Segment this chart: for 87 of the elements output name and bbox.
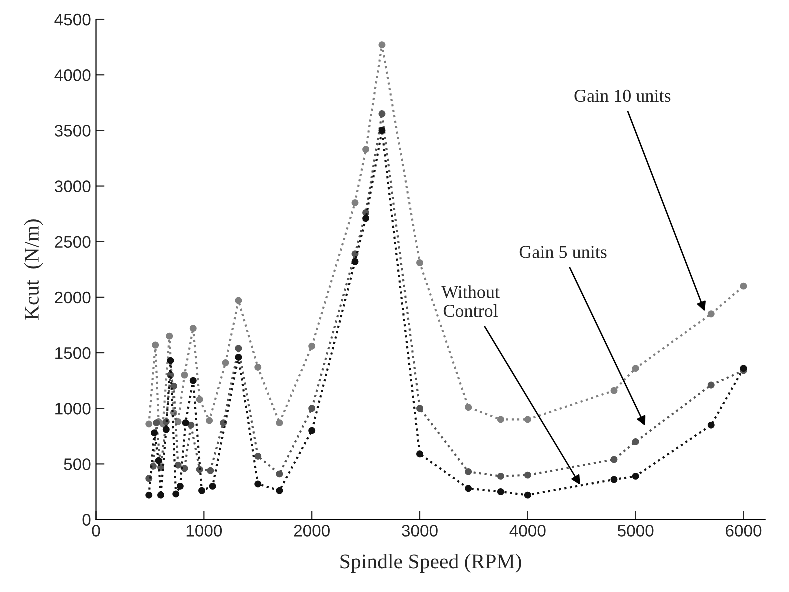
annotation: Gain 5 units [520,246,607,258]
point [610,456,618,464]
point [362,215,370,222]
x-tick-label: 3000 [402,525,438,537]
x-tick-label: 5000 [618,525,654,537]
point [170,382,178,390]
point [632,438,640,446]
point [162,426,170,434]
point [188,422,195,429]
point [254,364,262,371]
point [172,490,180,498]
point [416,450,424,458]
point [254,452,262,460]
point [174,462,182,469]
point [610,387,618,394]
point [146,492,153,499]
point [352,199,359,206]
point [146,420,153,428]
point [465,485,472,492]
point [465,404,472,411]
point [308,405,316,412]
point [524,472,532,479]
y-tick-label: 500 [64,458,91,470]
point [416,405,424,412]
point [497,472,504,480]
annotation: Without Control [442,286,500,318]
point [708,382,715,389]
point [235,345,242,352]
y-tick-label: 4000 [54,70,91,82]
point [235,354,242,361]
point [308,342,316,350]
point [222,360,230,367]
point [465,468,472,476]
y-tick-label: 2000 [55,292,91,304]
x-axis-title: Spindle Speed (RPM) [340,554,522,573]
point [524,492,532,499]
point [190,377,197,384]
point [497,488,504,496]
y-tick-label: 0 [82,514,91,526]
point [740,282,748,290]
point [166,332,174,340]
point [497,416,504,424]
x-tick-label: 0 [92,525,100,537]
point [209,482,216,490]
point [158,492,164,499]
y-tick-label: 1000 [56,403,91,415]
point [198,487,206,494]
point [378,127,386,134]
y-tick-label: 1500 [56,347,91,360]
point [196,396,204,404]
point [610,476,618,484]
point [182,420,190,427]
x-tick-label: 6000 [726,525,762,537]
point [155,457,162,464]
x-tick-label: 2000 [294,525,330,537]
y-tick-label: 3000 [54,180,91,192]
y-tick-label: 3500 [54,125,91,137]
point [190,325,197,332]
point [308,427,316,434]
x-tick-label: 4000 [510,525,546,537]
point [416,260,424,266]
point [632,365,640,372]
y-tick-label: 4500 [54,14,91,26]
point [362,146,370,154]
point [235,297,242,304]
point [181,372,188,379]
point [378,110,386,118]
point [524,416,532,424]
point [207,467,214,474]
point [151,430,158,437]
point [276,420,284,427]
point [352,258,359,266]
point [152,342,160,349]
point [206,417,214,424]
annotation: Gain 10 units [574,90,671,102]
point [276,470,284,478]
point [708,422,715,429]
point [632,472,640,480]
point [708,310,715,318]
y-tick-label: 2500 [55,236,91,248]
point [176,482,184,490]
x-tick-label: 1000 [186,525,222,537]
point [378,42,386,49]
point [276,487,284,494]
point [254,480,262,488]
point [167,357,174,364]
y-axis-title: Kcut (N/m) [24,220,44,320]
